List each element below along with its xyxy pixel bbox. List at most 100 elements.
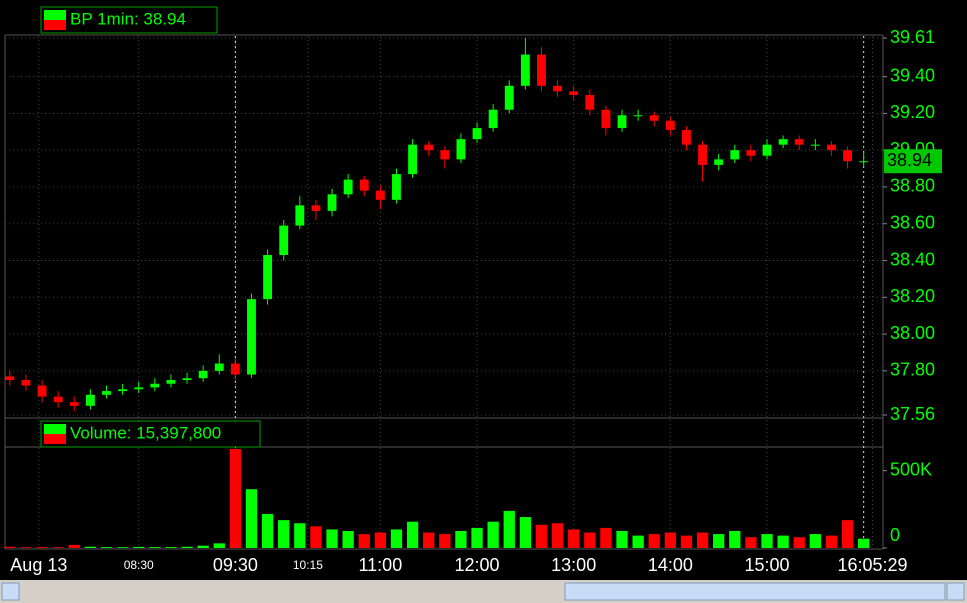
scroll-right[interactable] [946, 582, 965, 601]
volume-bar [535, 524, 548, 548]
scroll-left[interactable] [1, 582, 20, 601]
candle-body [440, 150, 450, 160]
volume-bar [471, 527, 483, 548]
legend-icon [44, 20, 66, 30]
volume-bar [84, 546, 97, 548]
candle-body [327, 194, 337, 211]
candle-body [85, 394, 95, 406]
candle-body [810, 144, 820, 146]
volume-bar [181, 546, 193, 548]
volume-bar [100, 547, 113, 548]
candle-body [601, 109, 611, 129]
candle-body [827, 144, 836, 151]
candle-body [424, 144, 434, 151]
x-tick-label: 16:05:29 [837, 555, 907, 575]
volume-bar [165, 547, 177, 548]
y-tick-label: 39.40 [890, 65, 935, 85]
candle-body [21, 380, 31, 386]
candle-body [859, 161, 869, 163]
y-tick-label: 38.00 [890, 323, 935, 343]
volume-bar [745, 537, 757, 548]
volume-bar [133, 546, 145, 548]
volume-bar [793, 537, 805, 548]
candle-body [617, 115, 627, 129]
volume-bar [777, 535, 789, 548]
volume-bar [406, 521, 419, 548]
candle-body [408, 144, 418, 175]
y-tick-label: 0 [890, 525, 900, 545]
volume-bar [261, 513, 274, 548]
volume-bar [20, 547, 32, 548]
y-tick-label: 500K [890, 459, 932, 479]
volume-title: Volume: 15,397,800 [70, 423, 221, 442]
volume-bar [584, 532, 596, 548]
volume-bar [664, 532, 676, 548]
volume-bar [390, 529, 403, 548]
candle-body [53, 396, 63, 403]
volume-bar [568, 529, 580, 548]
volume-bar [342, 530, 354, 548]
candle-body [472, 128, 482, 140]
y-tick-label: 38.60 [890, 212, 935, 232]
x-tick-label: Aug 13 [10, 555, 67, 575]
volume-bar [632, 535, 644, 548]
candle-body [392, 174, 401, 200]
candle-body [569, 91, 579, 96]
volume-bar [310, 526, 322, 548]
volume-bar [809, 534, 821, 548]
candle-body [633, 115, 643, 117]
volume-bar [358, 534, 370, 548]
volume-bar [761, 534, 773, 548]
volume-bar [374, 532, 387, 548]
y-tick-label: 39.20 [890, 102, 935, 122]
volume-bar [326, 529, 338, 548]
title-box [40, 6, 218, 34]
scroll-thumb[interactable] [564, 582, 946, 601]
x-tick-label: 13:00 [551, 555, 596, 575]
candle-body [214, 363, 224, 371]
candle-body [698, 144, 707, 165]
candle-body [5, 376, 15, 381]
candle-body [730, 150, 740, 160]
volume-bar [551, 523, 564, 548]
volume-bar [278, 520, 290, 548]
volume-bar [503, 510, 515, 548]
volume-bar [519, 517, 531, 548]
x-tick-label: 09:30 [213, 555, 258, 575]
candle-body [762, 144, 772, 156]
candle-body [682, 129, 691, 145]
candle-body [118, 389, 128, 392]
candle-body [585, 95, 595, 110]
volume-bar [680, 535, 693, 548]
volume-bar [616, 530, 628, 548]
volume-bar [729, 530, 741, 548]
candle-body [504, 85, 514, 110]
candle-body [279, 225, 289, 256]
candle-body [665, 120, 675, 130]
candle-body [134, 387, 144, 390]
last-price-box [884, 149, 942, 174]
candle-body [456, 139, 466, 160]
legend-icon [44, 10, 66, 20]
candle-body [537, 54, 546, 86]
price-title: BP 1min: 38.94 [70, 9, 186, 28]
volume-bar [197, 545, 209, 548]
candle-body [746, 150, 756, 156]
candle-body [69, 402, 79, 406]
y-tick-label: 38.20 [890, 286, 935, 306]
candle-body [263, 255, 273, 300]
x-tick-label: 11:00 [359, 555, 403, 575]
title-box [40, 420, 261, 448]
x-tick-label: 08:30 [124, 558, 154, 572]
candle-body [359, 179, 369, 191]
candle-body [343, 179, 353, 195]
candle-body [520, 54, 530, 86]
volume-bar [455, 530, 467, 548]
volume-bar [229, 449, 242, 548]
volume-bar [149, 547, 161, 548]
y-tick-label: 38.80 [890, 176, 935, 196]
volume-bar [439, 534, 451, 548]
